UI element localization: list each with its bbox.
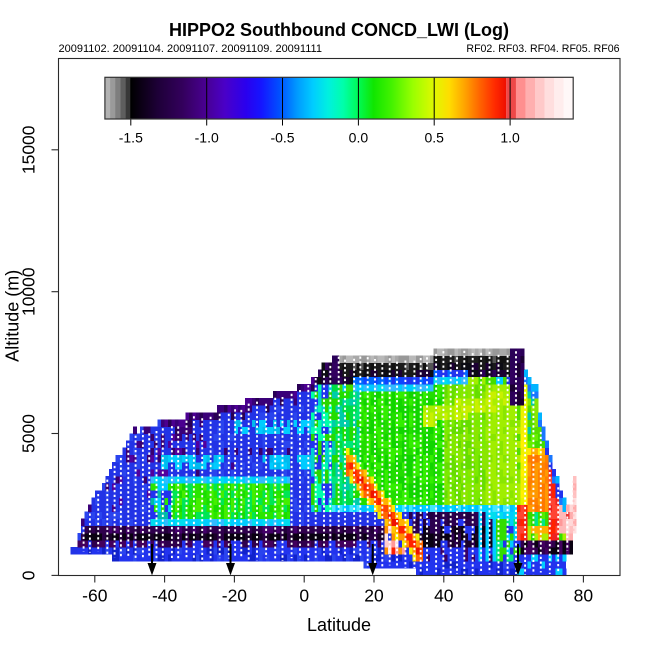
svg-text:-1.0: -1.0 — [195, 130, 219, 146]
svg-text:20091102. 20091104. 20091107.: 20091102. 20091104. 20091107. 20091109. … — [59, 43, 322, 55]
svg-text:-1.5: -1.5 — [119, 130, 143, 146]
svg-text:-0.5: -0.5 — [270, 130, 294, 146]
svg-text:0: 0 — [19, 570, 39, 580]
svg-text:15000: 15000 — [19, 125, 39, 174]
svg-text:80: 80 — [574, 586, 594, 606]
svg-text:0.5: 0.5 — [424, 130, 444, 146]
svg-text:20: 20 — [364, 586, 384, 606]
svg-text:40: 40 — [434, 586, 454, 606]
svg-text:Latitude: Latitude — [307, 615, 371, 635]
svg-text:60: 60 — [504, 586, 524, 606]
svg-text:0.0: 0.0 — [349, 130, 369, 146]
svg-text:-20: -20 — [222, 586, 248, 606]
svg-text:RF02. RF03. RF04. RF05. RF06: RF02. RF03. RF04. RF05. RF06 — [466, 43, 619, 55]
svg-text:Altitude (m): Altitude (m) — [3, 270, 23, 362]
svg-text:1.0: 1.0 — [500, 130, 520, 146]
svg-text:-40: -40 — [152, 586, 178, 606]
svg-text:10000: 10000 — [19, 267, 39, 316]
svg-text:-60: -60 — [82, 586, 108, 606]
svg-text:5000: 5000 — [19, 414, 39, 453]
svg-text:HIPPO2 Southbound CONCD_LWI (L: HIPPO2 Southbound CONCD_LWI (Log) — [169, 20, 509, 40]
svg-text:0: 0 — [299, 586, 309, 606]
